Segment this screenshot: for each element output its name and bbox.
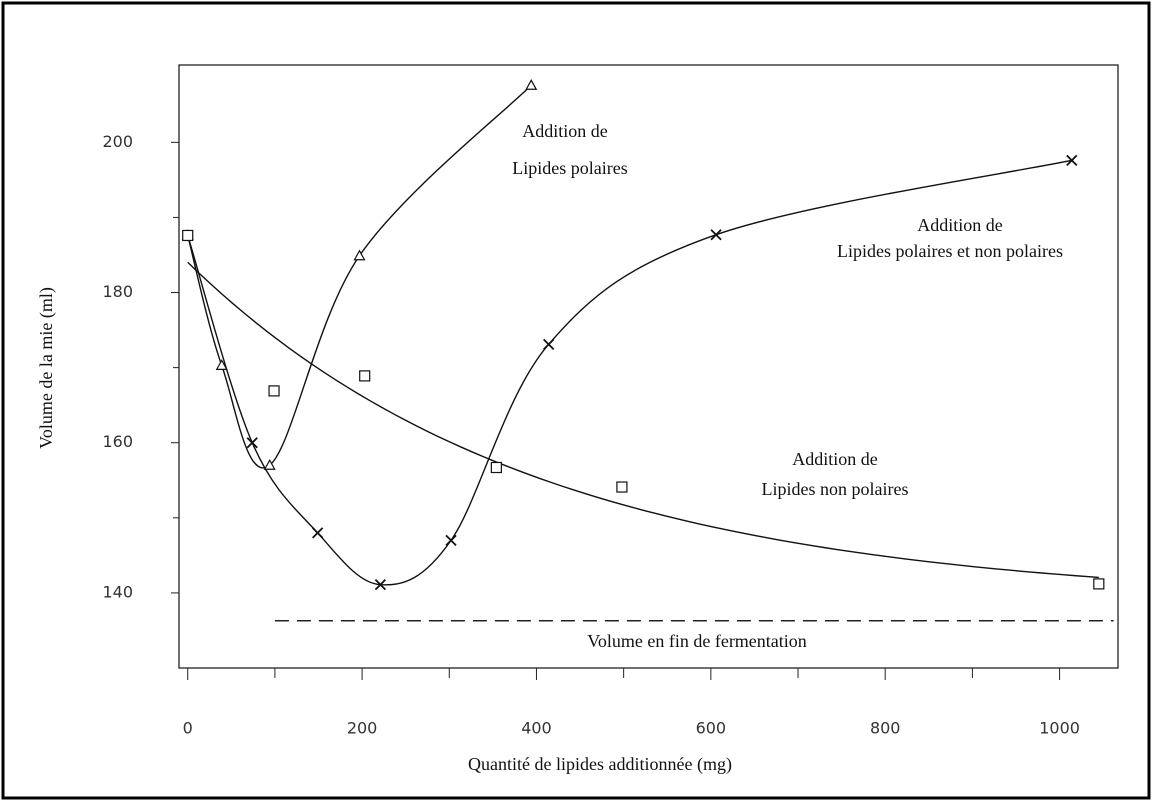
square-marker	[359, 370, 371, 382]
x-tick-label: 1000	[1039, 719, 1080, 738]
triangle-marker	[525, 79, 538, 90]
cross-marker	[311, 527, 324, 539]
x-tick-label: 600	[696, 719, 727, 738]
cross-marker	[246, 437, 258, 449]
reference-label: Volume en fin de fermentation	[587, 631, 807, 651]
triangle-marker	[353, 249, 366, 261]
y-axis-label: Volume de la mie (ml)	[36, 287, 57, 449]
square-marker	[1093, 578, 1105, 590]
square-marker	[182, 229, 194, 242]
series-label: Addition de	[917, 215, 1003, 235]
series-label: Lipides non polaires	[762, 479, 909, 499]
series-label: Addition de	[522, 121, 608, 141]
x-tick-label: 0	[183, 719, 193, 738]
y-tick-label: 200	[102, 132, 133, 151]
triangle-marker	[215, 359, 228, 370]
x-tick-label: 400	[521, 719, 552, 738]
cross-marker	[374, 579, 387, 591]
square-marker	[490, 461, 502, 474]
square-marker	[616, 481, 628, 493]
x-tick-label: 800	[870, 719, 901, 738]
series-label: Addition de	[792, 449, 878, 469]
fit-curve	[187, 261, 1099, 579]
y-tick-label: 140	[102, 582, 133, 601]
series-curve	[187, 84, 532, 469]
x-tick-label: 200	[347, 719, 378, 738]
cross-marker	[543, 338, 555, 350]
series-label: Lipides polaires et non polaires	[837, 241, 1063, 261]
cross-marker	[445, 534, 457, 546]
triangle-marker	[263, 459, 276, 470]
plot-area	[178, 64, 1119, 669]
x-axis-label: Quantité de lipides additionnée (mg)	[468, 754, 732, 775]
square-marker	[268, 385, 280, 397]
cross-marker	[1066, 154, 1078, 167]
y-tick-label: 180	[102, 282, 133, 301]
series-label: Lipides polaires	[512, 158, 627, 178]
cross-marker	[710, 229, 722, 241]
y-tick-label: 160	[102, 432, 133, 451]
